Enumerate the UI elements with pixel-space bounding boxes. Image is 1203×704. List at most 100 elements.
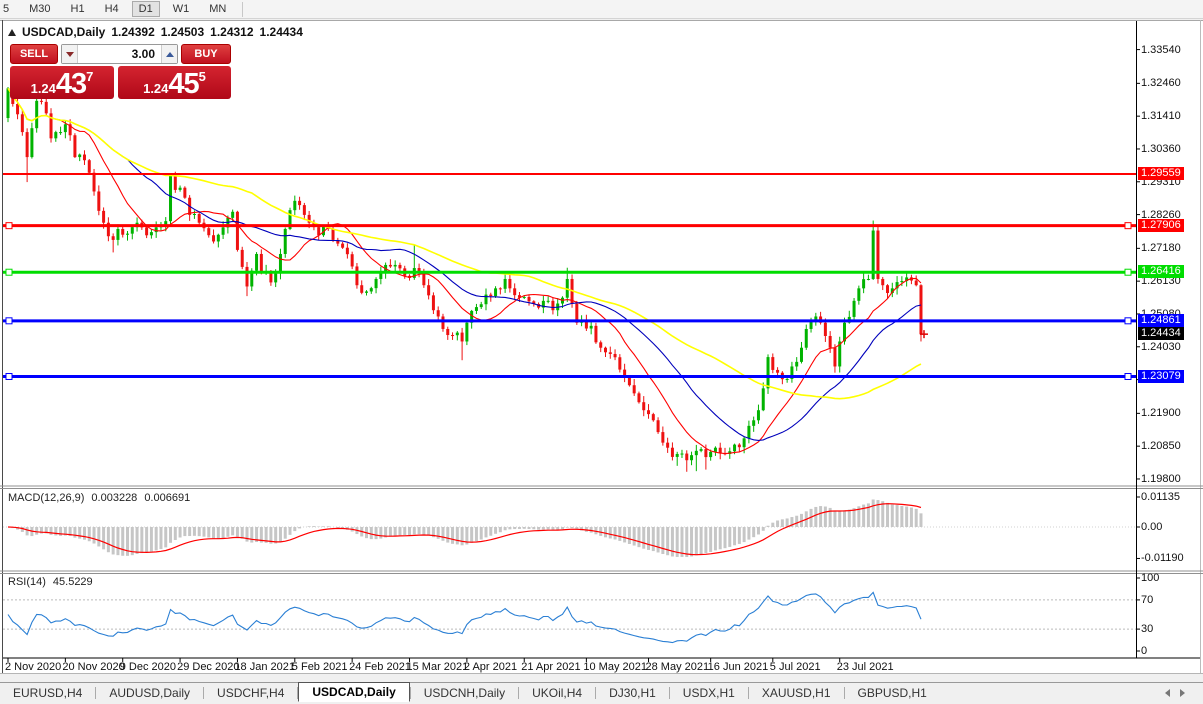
price-axis-tick: 1.33540 (1141, 43, 1181, 56)
macd-axis-tick: 0.01135 (1141, 491, 1180, 503)
time-axis-label: 2 Nov 2020 (5, 661, 62, 673)
chart-tab-usdcnh[interactable]: USDCNH,Daily (423, 685, 506, 700)
chart-tab-ukoil[interactable]: UKOil,H4 (532, 685, 583, 700)
buy-button[interactable]: BUY (181, 44, 231, 64)
price-level-label: 1.27906 (1138, 218, 1184, 232)
chart-tab-gbpusd[interactable]: GBPUSD,H1 (857, 685, 927, 700)
price-axis-tick: 1.27180 (1141, 242, 1181, 255)
time-axis-label: 2 Apr 2021 (463, 661, 518, 673)
line-drag-handle[interactable] (1124, 222, 1132, 230)
line-drag-handle[interactable] (1124, 268, 1132, 276)
tab-scroll-controls (1165, 683, 1203, 702)
price-level-label: 1.24861 (1138, 313, 1184, 327)
rsi-panel (3, 591, 1136, 644)
tab-separator (668, 686, 670, 699)
macd-axis-tick: -0.01190 (1141, 552, 1184, 565)
volume-increase-button[interactable] (161, 45, 177, 63)
timeframe-button-H4[interactable]: H4 (104, 3, 119, 15)
ohlc-high: 1.24503 (160, 25, 205, 39)
tab-separator (747, 686, 749, 699)
price-axis-tick: 1.20850 (1141, 440, 1181, 453)
line-drag-handle[interactable] (5, 373, 13, 380)
chart-tab-eurusd[interactable]: EURUSD,H4 (13, 685, 83, 700)
ohlc-open: 1.24392 (111, 25, 155, 39)
timeframe-button-5[interactable]: 5 (3, 3, 10, 15)
volume-decrease-button[interactable] (62, 45, 78, 63)
tab-separator (409, 686, 411, 699)
time-axis-label: 9 Dec 2020 (119, 661, 176, 673)
chart-tab-usdchf[interactable]: USDCHF,H4 (217, 685, 285, 700)
candles (6, 84, 923, 472)
line-drag-handle[interactable] (1124, 317, 1132, 325)
rsi-value: 45.5229 (52, 576, 93, 588)
chart-tab-dj30[interactable]: DJ30,H1 (609, 685, 656, 700)
price-level-label: 1.26416 (1138, 265, 1184, 279)
price-axis-tick: 1.28260 (1141, 208, 1181, 221)
chart-title-bar: USDCAD,Daily 1.24392 1.24503 1.24312 1.2… (8, 25, 303, 39)
time-axis-label: 28 May 2021 (645, 661, 710, 673)
price-level-label: 1.23079 (1138, 369, 1184, 383)
buy-price-sup: 5 (198, 69, 206, 84)
tab-scroll-left-icon[interactable] (1165, 688, 1170, 697)
price-level-label: 1.29559 (1138, 167, 1184, 180)
rsi-name: RSI(14) (8, 576, 46, 588)
price-axis-tick: 1.31410 (1141, 110, 1181, 123)
buy-price-prefix: 1.24 (143, 81, 169, 96)
ma-26-line (7, 88, 922, 441)
volume-stepper: 3.00 (61, 44, 178, 64)
time-axis-label: 5 Jul 2021 (769, 661, 821, 673)
sell-button[interactable]: SELL (10, 44, 58, 64)
current-price-label: 1.24434 (1138, 327, 1184, 341)
tab-scroll-right-icon[interactable] (1180, 688, 1185, 697)
time-axis-label: 15 Mar 2021 (406, 661, 469, 673)
ohlc-low: 1.24312 (210, 25, 254, 39)
price-axis-tick: 1.19800 (1141, 472, 1181, 485)
collapse-panel-icon[interactable] (8, 28, 16, 36)
time-axis-label: 29 Dec 2020 (177, 661, 240, 673)
ma-52-line (7, 87, 922, 400)
macd-axis-tick: 0.00 (1141, 521, 1163, 533)
buy-price-button[interactable]: 1.24 45 5 (118, 66, 231, 99)
rsi-axis-tick: 70 (1141, 593, 1154, 606)
symbol-tab-bar: EURUSD,H4 AUDUSD,Daily USDCHF,H4 USDCAD,Dai… (0, 682, 1203, 702)
tab-separator (518, 686, 520, 699)
sell-price-sup: 7 (86, 69, 94, 84)
line-drag-handle[interactable] (5, 268, 13, 276)
price-axis-tick: 1.21900 (1141, 407, 1181, 420)
buy-price-big: 45 (168, 68, 199, 101)
macd-main-value: 0.003228 (91, 492, 138, 504)
one-click-trading-panel: SELL 3.00 BUY 1.24 43 7 1.24 45 5 (10, 44, 231, 99)
timeframe-button-M30[interactable]: M30 (29, 3, 51, 15)
current-price-marker (920, 330, 928, 339)
line-drag-handle[interactable] (5, 317, 13, 325)
timeframe-button-D1[interactable]: D1 (131, 1, 160, 17)
timeframe-button-MN[interactable]: MN (209, 3, 227, 15)
chart-frame-top (0, 20, 1203, 21)
chart-tab-xauusd[interactable]: XAUUSD,H1 (761, 685, 831, 700)
sell-price-button[interactable]: 1.24 43 7 (10, 66, 114, 99)
timeframe-button-W1[interactable]: W1 (172, 3, 190, 15)
macd-signal-value: 0.006691 (144, 492, 191, 504)
axes (0, 21, 1203, 674)
chart-tab-usdx[interactable]: USDX,H1 (682, 685, 735, 700)
time-axis-label: 18 Jan 2021 (234, 661, 295, 673)
line-drag-handle[interactable] (1124, 373, 1132, 380)
rsi-line (7, 591, 922, 644)
time-axis-label: 16 Jun 2021 (707, 661, 769, 673)
ohlc-close: 1.24434 (259, 25, 303, 39)
horizontal-level-lines (3, 173, 1136, 380)
timeframe-button-H1[interactable]: H1 (70, 3, 85, 15)
toolbar-divider (242, 1, 244, 17)
chart-tab-usdcad[interactable]: USDCAD,Daily (298, 682, 410, 702)
volume-value[interactable]: 3.00 (131, 47, 155, 61)
chart-tab-audusd[interactable]: AUDUSD,Daily (109, 685, 191, 700)
time-axis-label: 5 Feb 2021 (291, 661, 348, 673)
time-axis-label: 10 May 2021 (583, 661, 647, 673)
macd-name: MACD(12,26,9) (8, 492, 85, 504)
price-axis-tick: 1.30360 (1141, 142, 1181, 155)
rsi-axis-tick: 100 (1141, 572, 1160, 584)
line-drag-handle[interactable] (5, 222, 13, 230)
time-axis-label: 23 Jul 2021 (836, 661, 894, 673)
timeframe-toolbar: 5 M30 H1 H4 D1 W1 MN (0, 0, 1203, 19)
